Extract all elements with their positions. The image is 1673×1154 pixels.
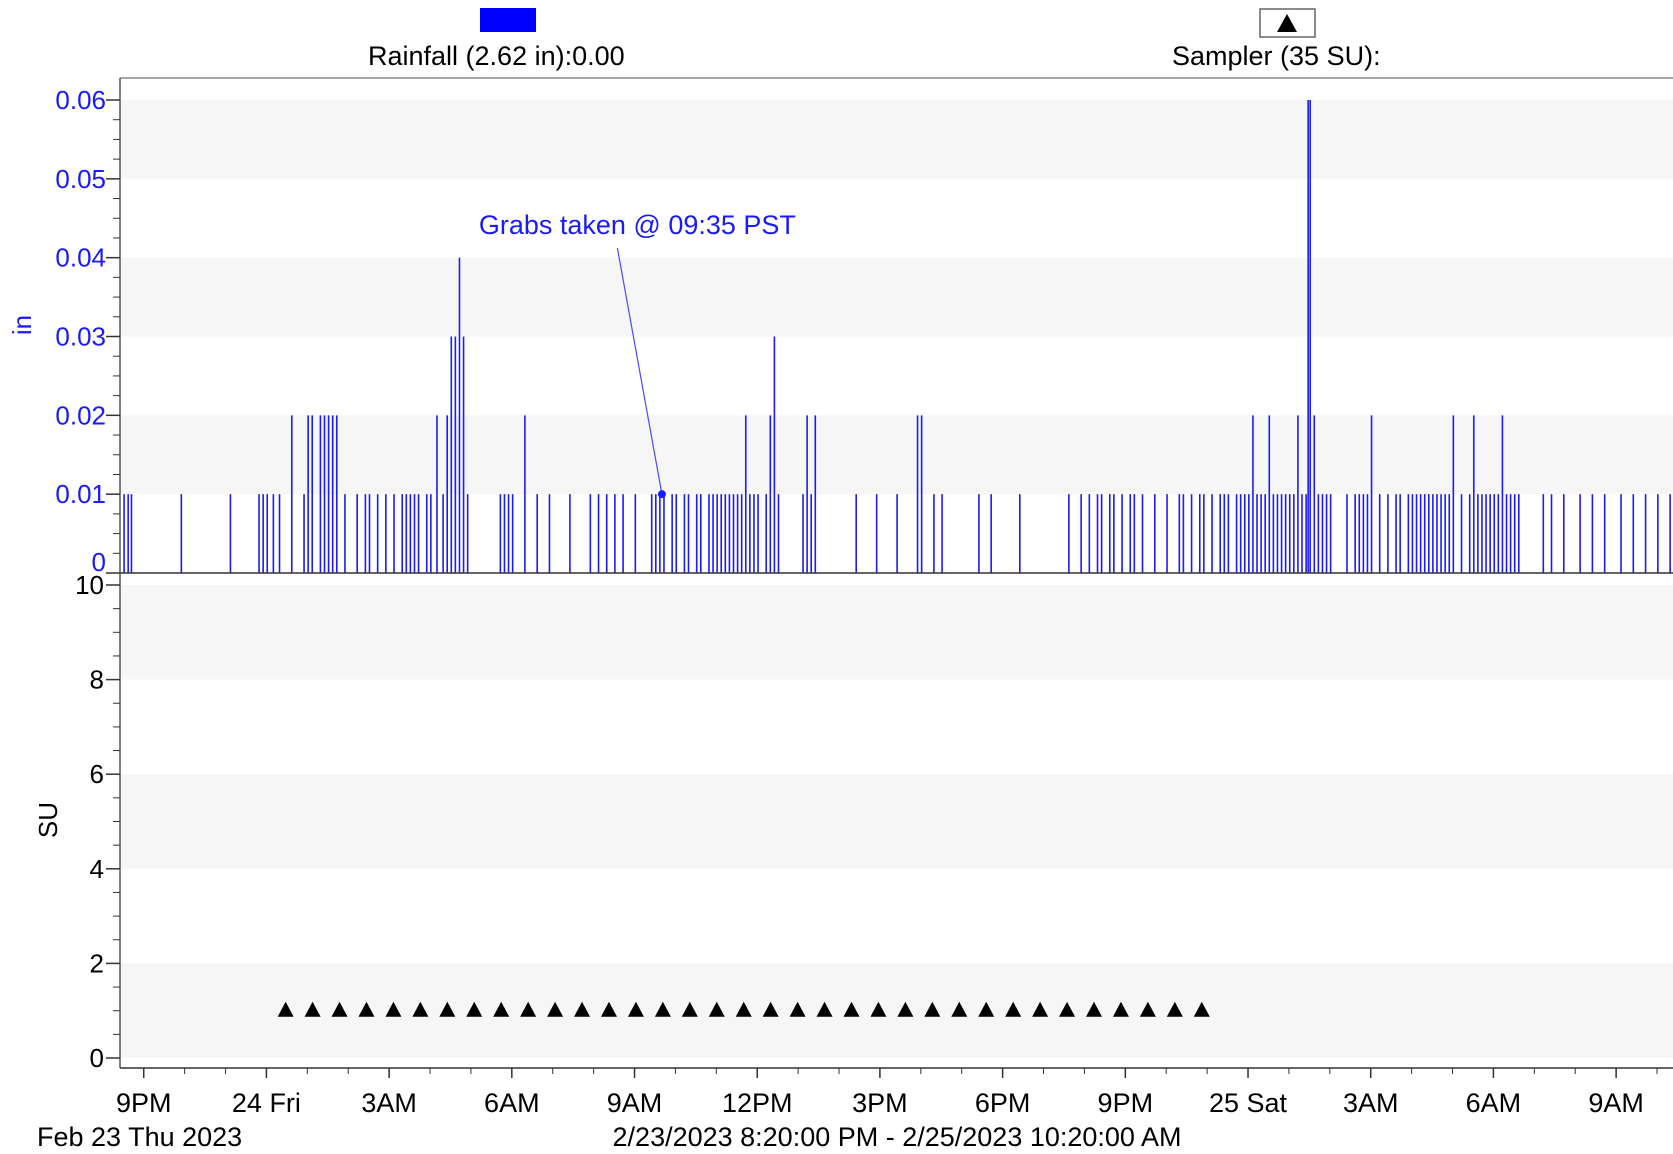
sampler-tick-label: 0 — [90, 1043, 104, 1073]
rainfall-band-0 — [120, 100, 1673, 179]
rainfall-y-axis-title: in — [7, 315, 37, 335]
rainfall-tick-label: 0.02 — [55, 400, 106, 430]
x-axis-range-label: 2/23/2023 8:20:00 PM - 2/25/2023 10:20:0… — [613, 1122, 1182, 1152]
sampler-marker — [681, 1001, 698, 1017]
x-tick-label: 3PM — [852, 1088, 908, 1118]
rainfall-panel: 0 0.01 0.02 0.03 0.04 0.05 0.06 in Grabs taken… — [7, 77, 1673, 577]
rainfall-annotation: Grabs taken @ 09:35 PST — [479, 210, 796, 499]
sampler-marker — [1166, 1001, 1183, 1017]
sampler-panel: 0 2 4 6 8 10 SU — [33, 570, 1673, 1073]
annotation-leader-line — [616, 247, 663, 495]
sampler-marker — [1193, 1001, 1210, 1017]
x-tick-label: 25 Sat — [1209, 1088, 1288, 1118]
sampler-marker — [1032, 1001, 1049, 1017]
rainfall-band-2 — [120, 415, 1673, 495]
sampler-marker — [1005, 1001, 1022, 1017]
legend-sampler-label: Sampler (35 SU): — [1172, 41, 1381, 71]
rainfall-tick-label: 0.04 — [55, 243, 106, 273]
sampler-marker — [951, 1001, 968, 1017]
sampler-marker — [1112, 1001, 1129, 1017]
x-tick-label: 3AM — [361, 1088, 417, 1118]
sampler-marker — [493, 1001, 510, 1017]
sampler-marker — [654, 1001, 671, 1017]
x-tick-label: 6AM — [1466, 1088, 1522, 1118]
sampler-marker — [870, 1001, 887, 1017]
sampler-marker — [412, 1001, 429, 1017]
rainfall-tick-label: 0 — [92, 547, 106, 577]
sampler-marker — [331, 1001, 348, 1017]
sampler-marker — [1085, 1001, 1102, 1017]
x-tick-label: 9PM — [116, 1088, 172, 1118]
x-ticks: 9PM 24 Fri 3AM 6AM 9AM 12PM 3PM 6PM 9PM 25 Sat 3AM… — [116, 1068, 1658, 1118]
x-tick-label: 3AM — [1343, 1088, 1399, 1118]
sampler-marker — [277, 1001, 294, 1017]
sampler-marker — [1059, 1001, 1076, 1017]
sampler-marker — [385, 1001, 402, 1017]
sampler-marker — [574, 1001, 591, 1017]
legend-sampler-box — [1259, 8, 1316, 38]
annotation-marker — [657, 490, 666, 499]
sampler-band-2 — [120, 963, 1673, 1058]
x-tick-label: 9AM — [607, 1088, 663, 1118]
sampler-marker — [547, 1001, 564, 1017]
x-tick-label: 9PM — [1098, 1088, 1154, 1118]
sampler-band-0 — [120, 585, 1673, 680]
sampler-y-axis-title: SU — [33, 802, 63, 838]
rainfall-tick-label: 0.01 — [55, 479, 106, 509]
sampler-marker — [708, 1001, 725, 1017]
sampler-marker — [520, 1001, 537, 1017]
sampler-marker — [762, 1001, 779, 1017]
x-tick-label: 9AM — [1588, 1088, 1644, 1118]
sampler-y-ticks: 0 2 4 6 8 10 — [75, 570, 120, 1073]
sampler-marker — [600, 1001, 617, 1017]
sampler-marker — [466, 1001, 483, 1017]
sampler-marker — [358, 1001, 375, 1017]
sampler-marker — [924, 1001, 941, 1017]
sampler-tick-label: 4 — [90, 854, 104, 884]
legend: Rainfall (2.62 in):0.00 Sampler (35 SU): — [368, 8, 1381, 71]
rainfall-band-1 — [120, 257, 1673, 337]
x-tick-label: 12PM — [722, 1088, 793, 1118]
sampler-marker — [1139, 1001, 1156, 1017]
sampler-marker — [897, 1001, 914, 1017]
sampler-marker — [843, 1001, 860, 1017]
x-tick-label: 6PM — [975, 1088, 1031, 1118]
sampler-tick-label: 2 — [90, 948, 104, 978]
sampler-band-1 — [120, 774, 1673, 869]
sampler-marker — [789, 1001, 806, 1017]
sampler-tick-label: 8 — [90, 665, 104, 695]
x-tick-label: 6AM — [484, 1088, 540, 1118]
x-axis-start-label: Feb 23 Thu 2023 — [37, 1122, 242, 1152]
sampler-marker — [304, 1001, 321, 1017]
legend-rainfall-swatch — [480, 8, 536, 32]
rainfall-tick-label: 0.03 — [55, 322, 106, 352]
sampler-markers — [277, 1001, 1210, 1017]
legend-rainfall-label: Rainfall (2.62 in):0.00 — [368, 41, 625, 71]
annotation-text: Grabs taken @ 09:35 PST — [479, 210, 796, 240]
rainfall-y-ticks: 0 0.01 0.02 0.03 0.04 0.05 0.06 — [55, 85, 120, 577]
sampler-tick-label: 6 — [90, 759, 104, 789]
rainfall-bars — [123, 100, 1671, 573]
background-bands — [120, 100, 1673, 1058]
sampler-marker — [978, 1001, 995, 1017]
rainfall-tick-label: 0.05 — [55, 164, 106, 194]
sampler-marker — [735, 1001, 752, 1017]
sampler-marker — [816, 1001, 833, 1017]
legend-sampler-triangle-icon — [1277, 14, 1297, 32]
sampler-tick-label: 10 — [75, 570, 104, 600]
sampler-marker — [627, 1001, 644, 1017]
x-tick-label: 24 Fri — [232, 1088, 301, 1118]
x-axis: 9PM 24 Fri 3AM 6AM 9AM 12PM 3PM 6PM 9PM 25 Sat 3AM… — [37, 1067, 1673, 1152]
sampler-marker — [439, 1001, 456, 1017]
rainfall-tick-label: 0.06 — [55, 85, 106, 115]
